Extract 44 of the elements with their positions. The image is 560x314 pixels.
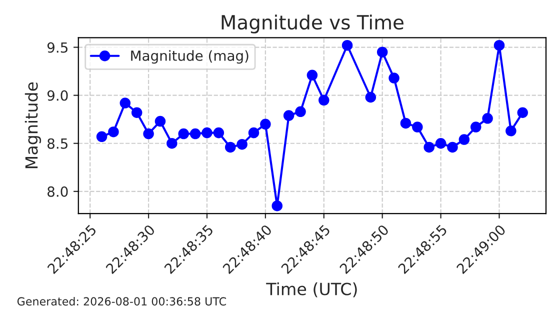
y-tick-label: 8.0 xyxy=(48,186,68,197)
x-axis-title: Time (UTC) xyxy=(266,282,357,298)
point xyxy=(295,106,306,118)
legend-label: Magnitude (mag) xyxy=(131,50,248,64)
point xyxy=(190,128,201,140)
point xyxy=(131,107,142,118)
point xyxy=(318,94,330,106)
y-tick-label: 8.5 xyxy=(48,138,68,149)
point xyxy=(506,126,516,136)
point xyxy=(248,127,260,138)
point xyxy=(236,138,248,150)
point xyxy=(400,118,412,129)
point xyxy=(120,98,131,108)
point xyxy=(365,92,376,103)
text: Generated: 2026-08-01 00:36:58 UTC xyxy=(17,296,226,306)
point xyxy=(178,128,189,140)
point xyxy=(283,110,294,121)
point xyxy=(143,128,154,140)
point xyxy=(96,131,108,142)
point xyxy=(108,126,119,138)
point xyxy=(154,116,166,127)
point xyxy=(202,127,212,138)
point xyxy=(470,122,482,132)
point xyxy=(166,138,178,149)
point xyxy=(388,72,400,84)
point xyxy=(494,40,505,51)
point xyxy=(517,107,528,118)
point xyxy=(376,46,388,58)
point xyxy=(435,138,446,149)
point xyxy=(447,142,458,153)
point xyxy=(272,200,283,212)
point xyxy=(458,134,470,145)
point xyxy=(412,122,423,132)
point xyxy=(260,118,271,130)
y-tick-label: 9.5 xyxy=(47,42,68,53)
y-axis-title: Magnitude xyxy=(24,82,42,168)
point xyxy=(342,40,353,51)
chart-title: Magnitude vs Time xyxy=(222,14,404,34)
point xyxy=(213,127,224,138)
point xyxy=(224,142,236,153)
point xyxy=(424,142,434,153)
y-tick-label: 9.0 xyxy=(47,90,68,101)
point xyxy=(306,70,318,81)
point xyxy=(482,113,493,124)
